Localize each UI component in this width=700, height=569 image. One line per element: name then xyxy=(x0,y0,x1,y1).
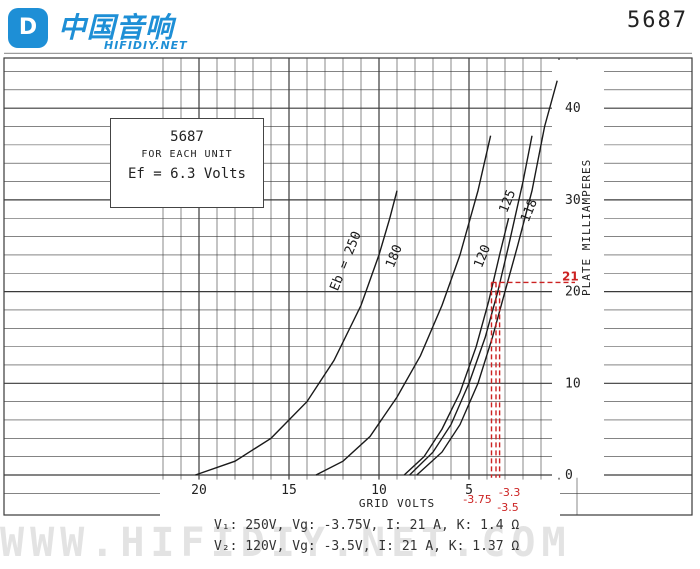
curve-118 xyxy=(416,80,558,476)
curve-label: 120 xyxy=(471,243,494,270)
curve-label: 180 xyxy=(383,243,406,270)
operating-note-1: V₁: 250V, Vg: -3.75V, I: 21 A, K: 1.4 Ω xyxy=(214,518,520,533)
y-tick-label: 20 xyxy=(565,285,581,300)
curve-label: 118 xyxy=(518,197,541,224)
bias-label: -3.75 xyxy=(463,493,491,506)
x-tick-label: 10 xyxy=(371,483,387,498)
curve-125 xyxy=(409,135,533,476)
chart-annotations: 21 -3.75 -3.3 -3.5 xyxy=(463,269,578,514)
info-each-unit: FOR EACH UNIT xyxy=(141,149,233,160)
operating-note-2: V₂: 120V, Vg: -3.5V, I: 21 A, K: 1.37 Ω xyxy=(214,539,520,554)
curve-120 xyxy=(403,218,510,476)
logo-text-cn: 中国音响 xyxy=(58,11,175,44)
y-label-band xyxy=(552,60,604,478)
x-label-band xyxy=(160,479,560,517)
info-tube-type: 5687 xyxy=(170,129,204,145)
tube-id: 5687 xyxy=(627,8,688,33)
watermark-text: WWW.HIFIDIY.NET.COM xyxy=(0,520,572,565)
y-tick-label: 40 xyxy=(565,101,581,116)
info-heater-voltage: Ef = 6.3 Volts xyxy=(127,166,246,182)
logo-text-en: HIFIDIY.NET xyxy=(104,39,188,52)
logo-mark-icon: D xyxy=(8,8,48,48)
curve-180 xyxy=(315,135,492,476)
hifidiy-logo: D 中国音响 HIFIDIY.NET xyxy=(8,6,218,56)
x-tick-label: 20 xyxy=(191,483,207,498)
y-axis-title: PLATE MILLIAMPERES xyxy=(580,159,593,296)
bias-label: -3.3 xyxy=(499,486,520,499)
chart-curves xyxy=(195,80,558,476)
curve-label: Eb = 250 xyxy=(327,229,364,293)
x-tick-label: 15 xyxy=(281,483,297,498)
x-axis-title: GRID VOLTS xyxy=(359,497,435,510)
tube-info-box: 5687 FOR EACH UNIT Ef = 6.3 Volts xyxy=(110,118,264,208)
chart-grid xyxy=(3,52,693,517)
chart-ticks: 20 15 10 5 0 10 20 30 40 GRID VOLTS PLATE MILLIAMP… xyxy=(191,101,593,510)
operating-current-label: 21 xyxy=(562,269,579,283)
y-tick-label: 0 xyxy=(565,468,573,483)
y-tick-label: 10 xyxy=(565,376,581,391)
curve-eb-250 xyxy=(195,190,398,476)
x-tick-label: 5 xyxy=(465,483,473,498)
bias-label: -3.5 xyxy=(497,501,518,514)
y-tick-label: 30 xyxy=(565,193,581,208)
